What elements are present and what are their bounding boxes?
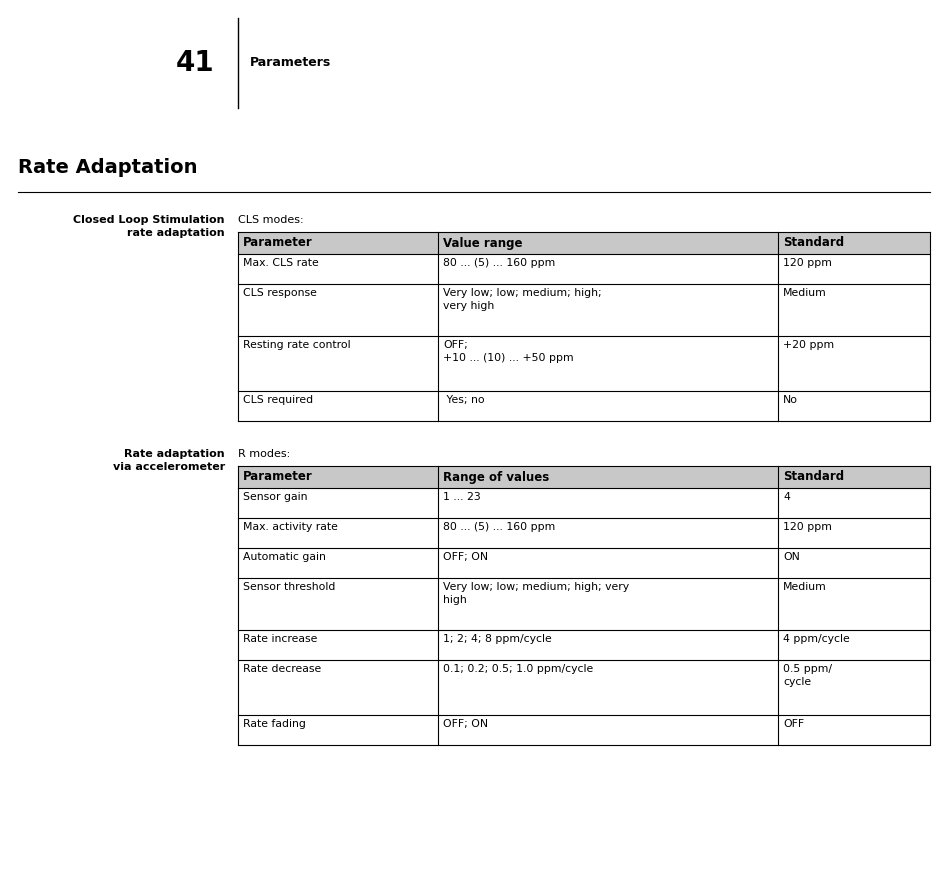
Text: Automatic gain: Automatic gain: [243, 552, 326, 562]
Text: Rate decrease: Rate decrease: [243, 664, 321, 674]
Text: No: No: [783, 395, 798, 405]
Text: Medium: Medium: [783, 582, 827, 592]
Text: 120 ppm: 120 ppm: [783, 258, 832, 268]
Text: Medium: Medium: [783, 288, 827, 298]
Text: R modes:: R modes:: [238, 449, 290, 459]
Text: 80 ... (5) ... 160 ppm: 80 ... (5) ... 160 ppm: [443, 258, 556, 268]
Text: Closed Loop Stimulation
rate adaptation: Closed Loop Stimulation rate adaptation: [74, 215, 225, 238]
Text: Yes; no: Yes; no: [443, 395, 484, 405]
Text: OFF;
+10 ... (10) ... +50 ppm: OFF; +10 ... (10) ... +50 ppm: [443, 340, 574, 362]
Text: Rate increase: Rate increase: [243, 634, 318, 644]
Text: Max. activity rate: Max. activity rate: [243, 522, 337, 532]
Text: CLS response: CLS response: [243, 288, 317, 298]
Text: ON: ON: [783, 552, 800, 562]
Text: Parameter: Parameter: [243, 470, 313, 483]
Text: Rate Adaptation: Rate Adaptation: [18, 158, 197, 177]
Text: Resting rate control: Resting rate control: [243, 340, 351, 350]
Text: Parameter: Parameter: [243, 236, 313, 249]
Text: OFF; ON: OFF; ON: [443, 719, 488, 729]
Text: Very low; low; medium; high;
very high: Very low; low; medium; high; very high: [443, 288, 602, 311]
Text: CLS required: CLS required: [243, 395, 313, 405]
Text: +20 ppm: +20 ppm: [783, 340, 834, 350]
Text: CLS modes:: CLS modes:: [238, 215, 303, 225]
Text: 41: 41: [175, 49, 214, 77]
Text: 80 ... (5) ... 160 ppm: 80 ... (5) ... 160 ppm: [443, 522, 556, 532]
Text: 120 ppm: 120 ppm: [783, 522, 832, 532]
Text: Very low; low; medium; high; very
high: Very low; low; medium; high; very high: [443, 582, 629, 605]
Text: Value range: Value range: [443, 236, 522, 249]
Text: 0.1; 0.2; 0.5; 1.0 ppm/cycle: 0.1; 0.2; 0.5; 1.0 ppm/cycle: [443, 664, 593, 674]
Text: OFF; ON: OFF; ON: [443, 552, 488, 562]
Text: Max. CLS rate: Max. CLS rate: [243, 258, 319, 268]
Text: Sensor gain: Sensor gain: [243, 492, 307, 502]
Text: Parameters: Parameters: [250, 56, 331, 70]
Text: Standard: Standard: [783, 470, 844, 483]
Text: 1; 2; 4; 8 ppm/cycle: 1; 2; 4; 8 ppm/cycle: [443, 634, 552, 644]
Text: 1 ... 23: 1 ... 23: [443, 492, 481, 502]
Text: 4 ppm/cycle: 4 ppm/cycle: [783, 634, 849, 644]
Text: Rate adaptation
via accelerometer: Rate adaptation via accelerometer: [113, 449, 225, 472]
Text: 4: 4: [783, 492, 790, 502]
Text: Rate fading: Rate fading: [243, 719, 306, 729]
Bar: [238, 232, 930, 254]
Text: 0.5 ppm/
cycle: 0.5 ppm/ cycle: [783, 664, 832, 687]
Bar: [238, 466, 930, 488]
Text: Sensor threshold: Sensor threshold: [243, 582, 336, 592]
Text: OFF: OFF: [783, 719, 804, 729]
Text: Range of values: Range of values: [443, 470, 549, 483]
Text: Standard: Standard: [783, 236, 844, 249]
